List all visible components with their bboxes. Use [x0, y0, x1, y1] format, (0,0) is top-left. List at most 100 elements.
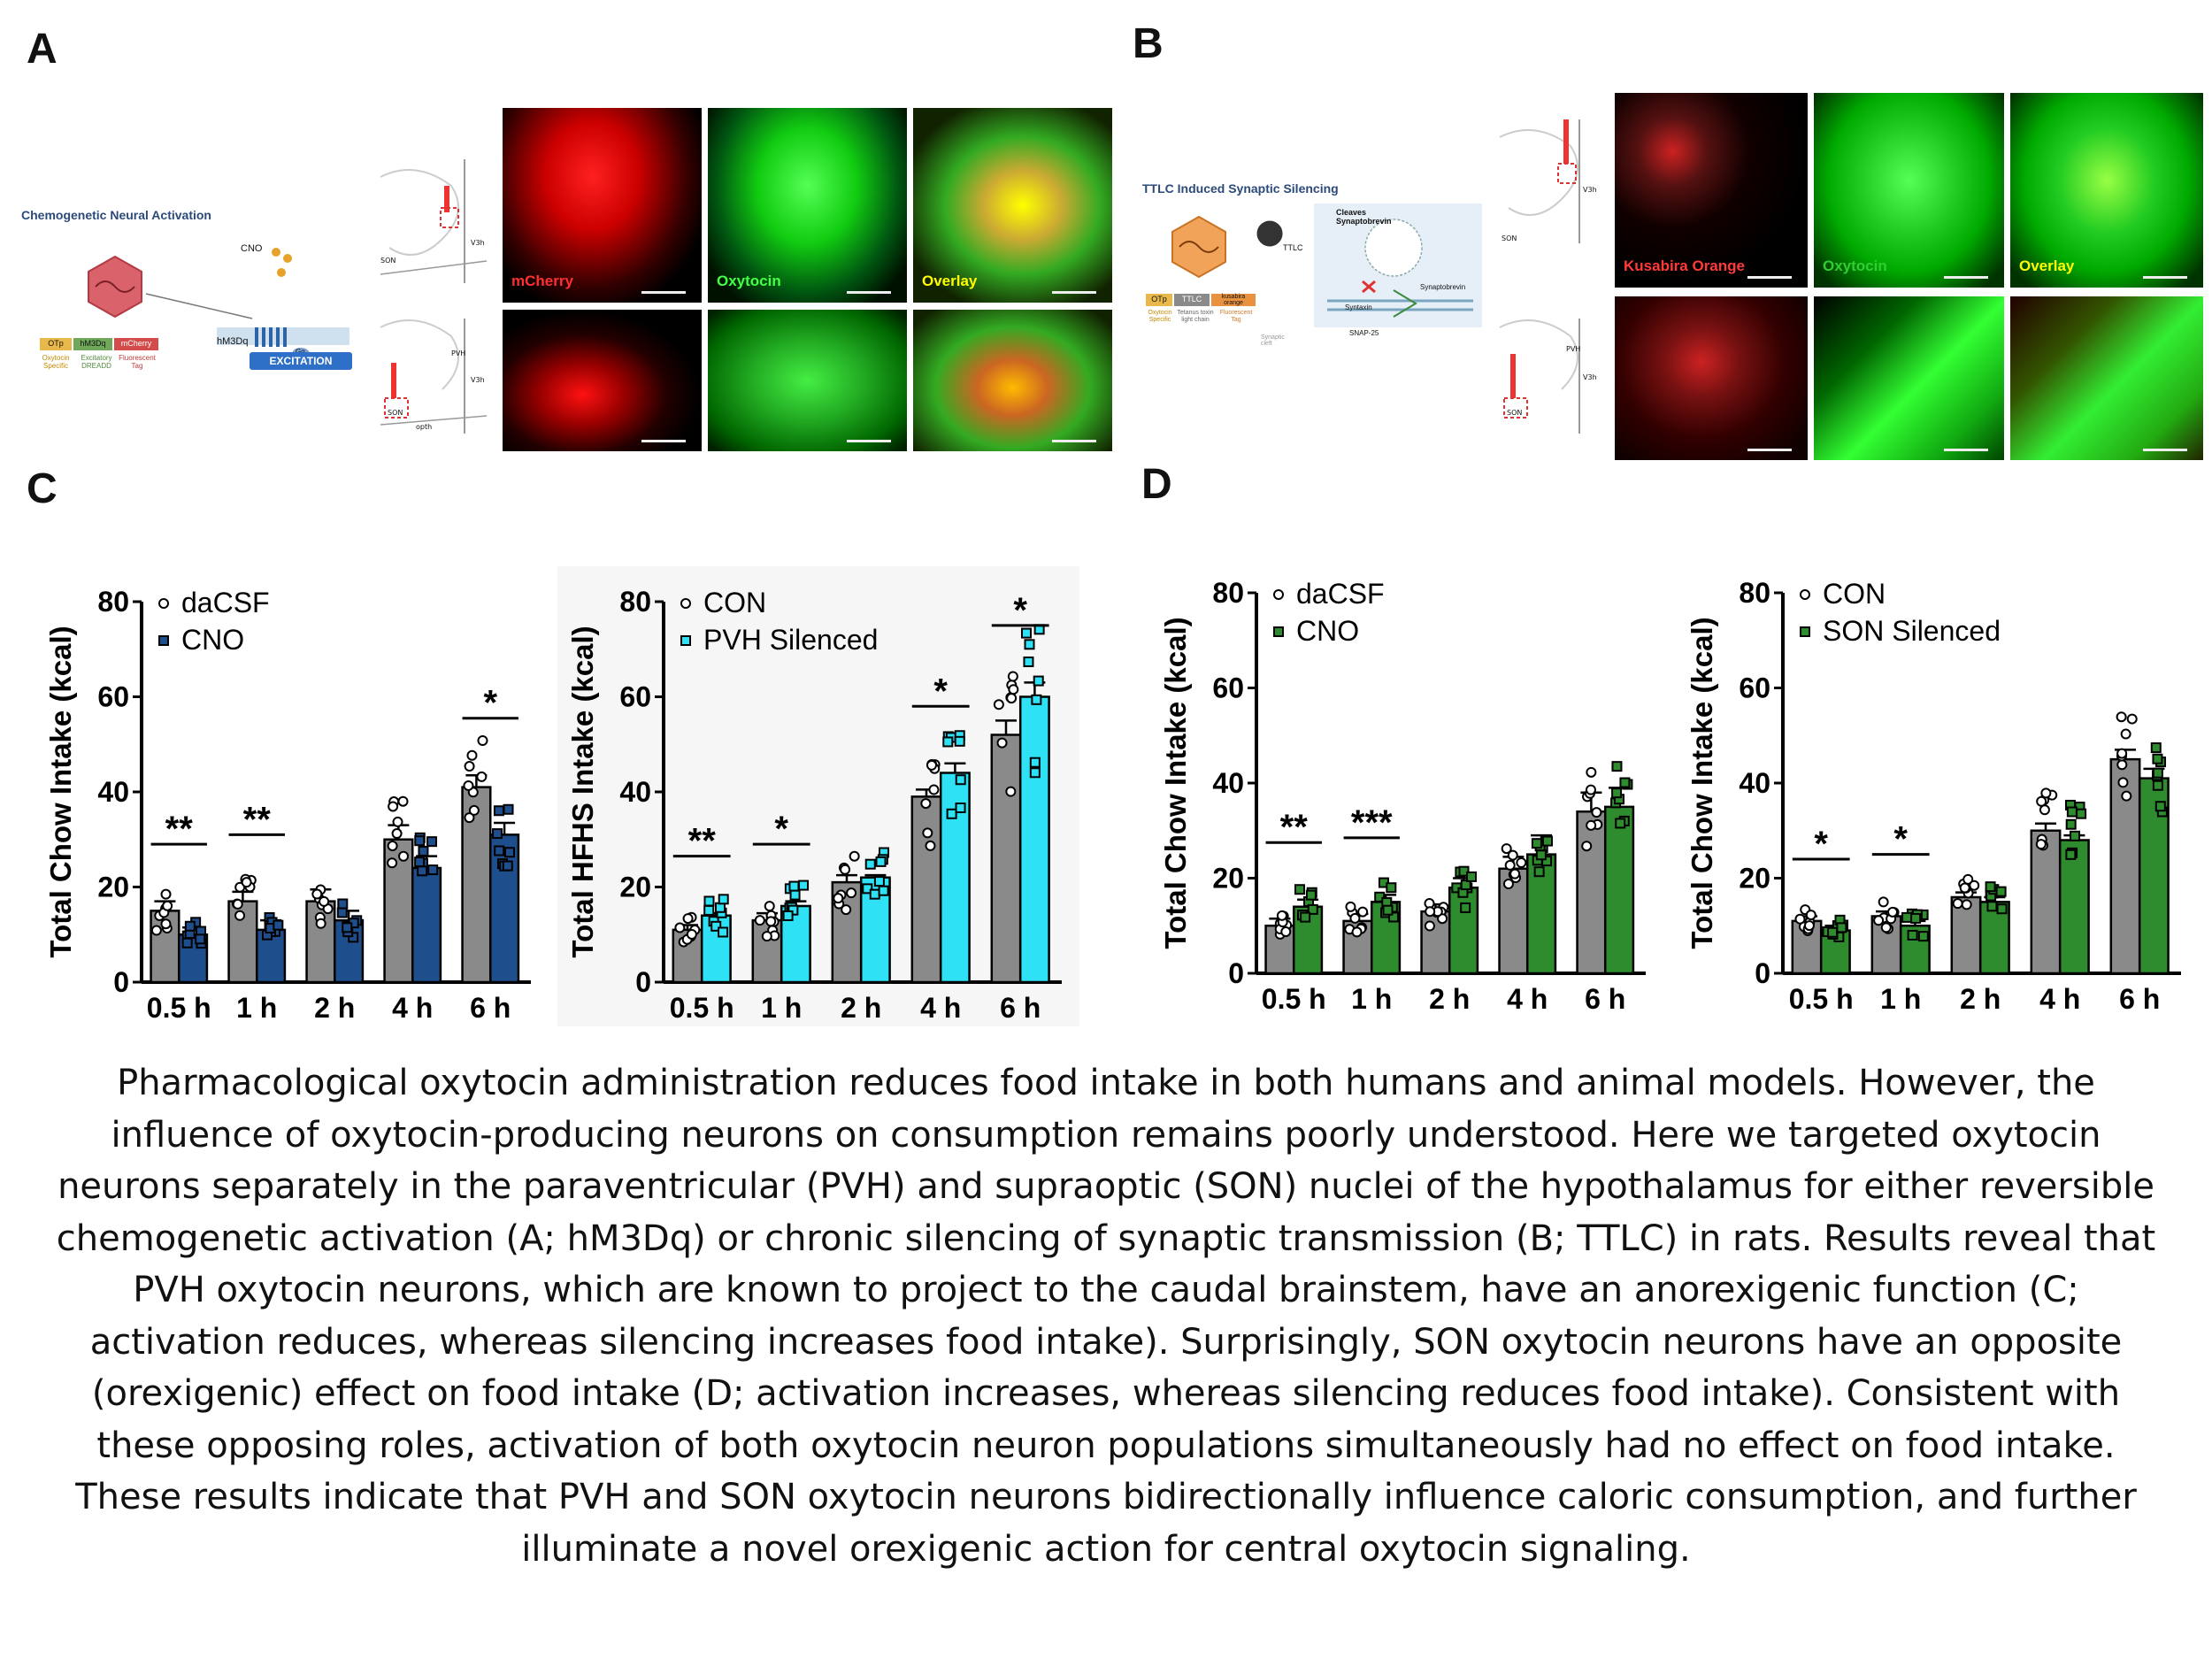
scale-bar	[1944, 449, 1988, 451]
legend-label: CNO	[181, 624, 244, 656]
micrograph-son-mcherry	[503, 310, 702, 451]
construct-box-otp-b: OTp	[1146, 294, 1172, 306]
data-point	[181, 937, 193, 949]
data-point	[1294, 884, 1305, 895]
v3h-label-b-top: V3h	[1583, 186, 1597, 194]
data-point	[686, 928, 697, 940]
construct-box-hm3dq: hM3Dq	[73, 338, 112, 350]
data-point	[1006, 693, 1018, 704]
legend-label: CON	[703, 587, 766, 618]
scale-bar	[641, 291, 686, 294]
data-point	[1878, 896, 1889, 908]
y-tick-label: 0	[113, 966, 129, 998]
x-tick-label: 2 h	[841, 992, 881, 1024]
micrograph-son-ko	[1615, 296, 1808, 460]
data-point	[234, 910, 246, 921]
data-point	[2066, 806, 2078, 818]
data-point	[388, 801, 399, 812]
data-point	[337, 898, 349, 910]
data-point	[1276, 910, 1287, 921]
data-point	[195, 933, 206, 945]
data-point	[427, 864, 439, 876]
data-point	[336, 907, 348, 918]
data-point	[1460, 879, 1471, 891]
panel-letter-d: D	[1141, 461, 1172, 508]
bar-con	[910, 795, 942, 984]
data-point	[1374, 891, 1386, 902]
bar-dacsf	[1576, 810, 1607, 975]
data-point	[1585, 784, 1596, 795]
data-point	[414, 835, 426, 847]
v3h-label-bottom: V3h	[471, 376, 485, 384]
scale-bar	[847, 440, 891, 442]
x-tick-label: 4 h	[1507, 983, 1548, 1015]
data-point	[703, 904, 715, 916]
data-point	[1458, 865, 1470, 877]
data-point	[1996, 903, 2008, 915]
micrograph-pvh-oxytocin-b: Oxytocin	[1814, 93, 2004, 288]
data-point	[1509, 868, 1521, 879]
bar-son-silenced	[2138, 777, 2170, 975]
panel-letter-c: C	[27, 465, 58, 512]
synaptic-cleft-label: Synaptic cleft	[1261, 334, 1285, 347]
data-point	[864, 858, 876, 870]
data-point	[846, 887, 857, 899]
opth-label: opth	[416, 423, 433, 431]
significance-stars: *	[483, 684, 497, 723]
overlay-label: Overlay	[922, 273, 978, 289]
y-axis-label: Total Chow Intake (kcal)	[1686, 617, 1718, 949]
activation-diagram: Chemogenetic Neural Activation CNO hM3Dq…	[18, 195, 354, 398]
silencing-diagram-title: TTLC Induced Synaptic Silencing	[1142, 181, 1339, 196]
bar-con	[990, 733, 1022, 984]
bar-cno	[1603, 805, 1635, 975]
virus-and-receptor-illustration	[88, 248, 349, 360]
micrograph-pvh-oxytocin: Oxytocin	[708, 108, 907, 303]
data-point	[1586, 766, 1597, 778]
son-label-b-bottom: SON	[1507, 409, 1523, 417]
legend-marker	[1800, 626, 1810, 637]
data-point	[1033, 675, 1044, 687]
x-tick-label: 6 h	[1585, 983, 1625, 1015]
data-point	[2039, 804, 2050, 816]
data-point	[1794, 913, 1806, 925]
data-point	[955, 803, 966, 814]
x-tick-label: 4 h	[920, 992, 961, 1024]
bar-pvh-silenced	[1018, 695, 1050, 984]
data-point	[1466, 871, 1478, 882]
data-point	[2035, 839, 2047, 850]
micrograph-son-oxytocin-b	[1814, 296, 2004, 460]
data-point	[492, 828, 503, 840]
data-point	[954, 735, 965, 747]
data-point	[2120, 728, 2131, 740]
data-point	[1008, 684, 1019, 695]
scale-bar	[1052, 291, 1096, 294]
bar-con	[2030, 829, 2062, 975]
data-point	[1516, 857, 1527, 869]
cno-label: CNO	[241, 243, 263, 254]
x-tick-label: 2 h	[1429, 983, 1470, 1015]
data-point	[1611, 761, 1623, 772]
data-point	[798, 879, 810, 891]
data-point	[241, 877, 252, 888]
data-point	[1460, 902, 1471, 913]
data-point	[925, 840, 936, 851]
data-point	[674, 922, 686, 933]
data-point	[311, 888, 323, 900]
data-point	[1504, 859, 1516, 871]
data-point	[922, 827, 933, 839]
data-point	[464, 761, 475, 772]
y-tick-label: 60	[619, 681, 651, 713]
data-point	[1300, 911, 1311, 923]
pvh-injection-schematic: SON V3h	[372, 150, 495, 292]
pvh-label-b-bottom: PVH	[1566, 345, 1581, 353]
micrograph-pvh-mcherry: mCherry	[503, 108, 702, 303]
legend-marker	[1273, 626, 1284, 637]
data-point	[160, 888, 172, 900]
x-tick-label: 6 h	[1000, 992, 1041, 1024]
data-point	[503, 847, 515, 858]
data-point	[782, 910, 794, 921]
y-axis-label: Total HFHS Intake (kcal)	[566, 626, 599, 957]
significance-stars: **	[1280, 808, 1309, 847]
micrograph-son-oxytocin	[708, 310, 907, 451]
